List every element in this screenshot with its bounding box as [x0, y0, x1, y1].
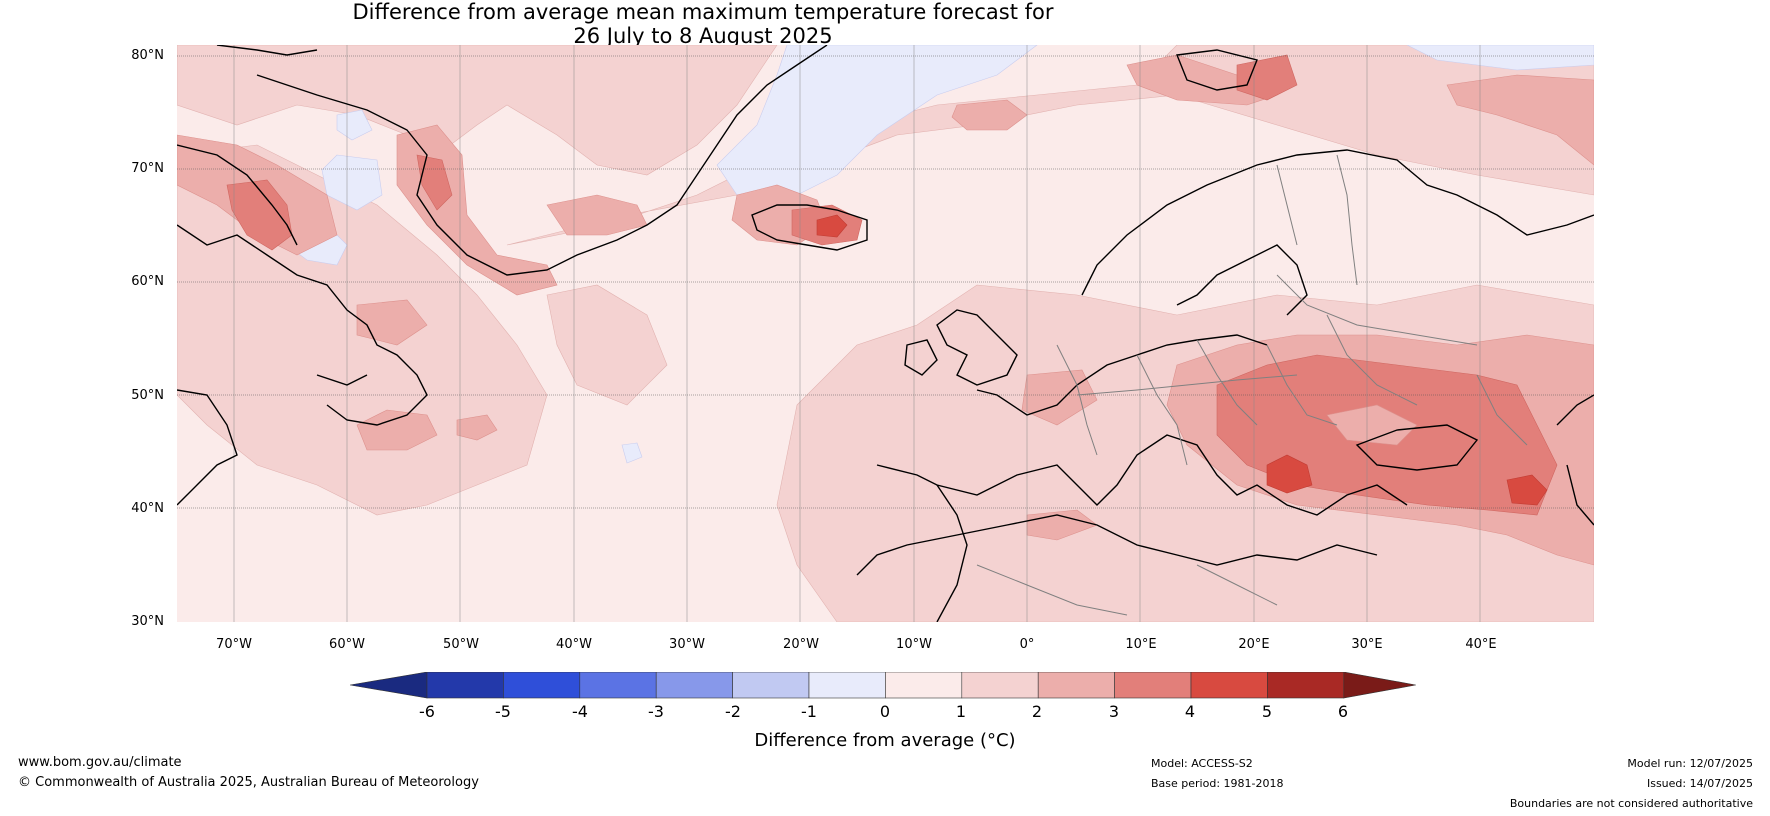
colorbar-tick-m1: -1 — [801, 702, 817, 721]
map-title: Difference from average mean maximum tem… — [0, 0, 1406, 48]
colorbar-tick-m3: -3 — [648, 702, 664, 721]
lon-label-30e: 30°E — [1351, 637, 1383, 652]
base-period-text: Base period: 1981-2018 — [1151, 777, 1284, 790]
lon-label-20w: 20°W — [783, 637, 819, 652]
lat-label-60n: 60°N — [131, 274, 164, 289]
lon-label-10e: 10°E — [1125, 637, 1157, 652]
lon-label-10w: 10°W — [896, 637, 932, 652]
colorbar-cell-b_3_4 — [1114, 672, 1192, 699]
colorbar-tick-2: 2 — [1031, 702, 1043, 721]
colorbar-cell-b_2_3 — [1037, 672, 1115, 699]
coastlines — [177, 45, 1594, 622]
lat-label-40n: 40°N — [131, 501, 164, 516]
website-text: www.bom.gov.au/climate — [18, 755, 182, 770]
mediterranean-north-coast — [876, 434, 1408, 516]
lat-label-30n: 30°N — [131, 614, 164, 629]
colorbar-tick-5: 5 — [1261, 702, 1273, 721]
great-britain-coast — [936, 309, 1018, 386]
lat-label-70n: 70°N — [131, 161, 164, 176]
colorbar-cell-b_m6_m5 — [426, 672, 504, 699]
lon-label-40e: 40°E — [1465, 637, 1497, 652]
labrador-coast — [177, 224, 428, 426]
colorbar-cell-b_5_6 — [1267, 672, 1345, 699]
colorbar-cell-b_4_5 — [1190, 672, 1268, 699]
colorbar-cell-b_0_1 — [885, 672, 963, 699]
svalbard-coast — [1176, 49, 1258, 91]
colorbar-cell-b_1_2 — [961, 672, 1039, 699]
colorbar-over-extend — [1343, 672, 1416, 699]
iceland-coast — [751, 204, 868, 251]
colorbar-cell-b_m5_m4 — [503, 672, 581, 699]
colorbar-tick-m2: -2 — [725, 702, 741, 721]
graticule — [177, 55, 1594, 509]
colorbar-label: Difference from average (°C) — [754, 730, 1016, 751]
colorbar-tick-1: 1 — [955, 702, 967, 721]
colorbar-cell-b_m2_m1 — [732, 672, 810, 699]
lon-label-60w: 60°W — [329, 637, 365, 652]
lon-label-50w: 50°W — [443, 637, 479, 652]
copyright-text: © Commonwealth of Australia 2025, Austra… — [18, 775, 479, 790]
country-borders — [976, 154, 1528, 616]
lat-label-80n: 80°N — [131, 48, 164, 63]
colorbar-tick-4: 4 — [1184, 702, 1196, 721]
colorbar-tick-0: 0 — [879, 702, 891, 721]
meridians — [233, 45, 1481, 622]
lon-label-40w: 40°W — [556, 637, 592, 652]
model-text: Model: ACCESS-S2 — [1151, 757, 1253, 770]
lon-label-70w: 70°W — [216, 637, 252, 652]
model-run-text: Model run: 12/07/2025 — [1627, 757, 1753, 770]
north-europe-coast — [976, 334, 1268, 416]
title-line-1: Difference from average mean maximum tem… — [352, 0, 1054, 24]
colorbar — [350, 672, 1416, 699]
lon-label-20e: 20°E — [1238, 637, 1270, 652]
lon-label-30w: 30°W — [669, 637, 705, 652]
colorbar-tick-m5: -5 — [495, 702, 511, 721]
colorbar-tick-3: 3 — [1108, 702, 1120, 721]
colorbar-cell-b_m1_0 — [808, 672, 886, 699]
issued-text: Issued: 14/07/2025 — [1646, 777, 1753, 790]
colorbar-tick-m4: -4 — [572, 702, 588, 721]
colorbar-under-extend — [350, 672, 428, 699]
scandinavia-coast — [1081, 149, 1594, 296]
black-sea-coast — [1355, 424, 1479, 471]
title-line-2: 26 July to 8 August 2025 — [573, 24, 833, 48]
colorbar-tick-6: 6 — [1337, 702, 1349, 721]
greenland-coast — [256, 45, 828, 276]
baffin-coast — [177, 144, 298, 246]
north-africa-coast — [856, 514, 1378, 576]
colorbar-cell-b_m3_m2 — [655, 672, 733, 699]
anomaly-band-4-5 — [816, 214, 1548, 506]
map-canvas — [177, 45, 1594, 622]
disclaimer-text: Boundaries are not considered authoritat… — [1509, 797, 1753, 810]
lon-label-0: 0° — [1019, 637, 1035, 652]
lat-label-50n: 50°N — [131, 388, 164, 403]
forecast-map — [177, 45, 1594, 622]
colorbar-tick-m6: -6 — [419, 702, 435, 721]
ireland-coast — [904, 339, 938, 376]
colorbar-cell-b_m4_m3 — [579, 672, 657, 699]
